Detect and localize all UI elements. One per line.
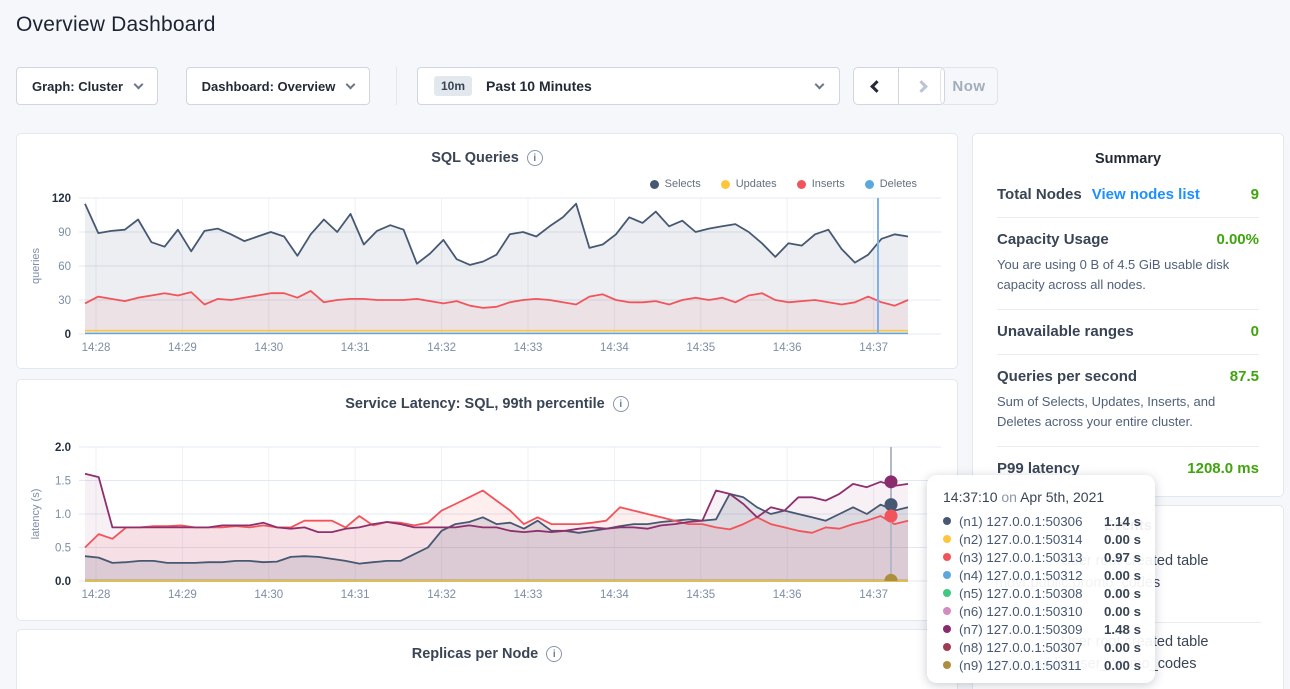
tooltip-node-row: (n2) 127.0.0.1:503140.00 s — [943, 530, 1141, 548]
svg-text:14:31: 14:31 — [341, 589, 370, 601]
svg-text:14:28: 14:28 — [82, 589, 111, 601]
tooltip-node-row: (n7) 127.0.0.1:503091.48 s — [943, 620, 1141, 638]
chevron-down-icon — [134, 79, 144, 89]
info-circle-icon[interactable]: i — [546, 646, 562, 662]
series-dot-icon — [943, 661, 951, 669]
svg-text:14:37: 14:37 — [859, 342, 888, 354]
chevron-left-icon — [870, 80, 883, 93]
svg-text:120: 120 — [52, 193, 71, 205]
svg-text:14:36: 14:36 — [773, 342, 802, 354]
tooltip-node-row: (n9) 127.0.0.1:503110.00 s — [943, 656, 1141, 674]
chevron-right-icon — [915, 80, 928, 93]
svg-text:14:28: 14:28 — [82, 342, 111, 354]
time-range-dropdown[interactable]: 10m Past 10 Minutes — [417, 67, 840, 105]
svg-text:14:32: 14:32 — [427, 342, 456, 354]
prev-time-button[interactable] — [854, 68, 899, 104]
summary-title: Summary — [973, 134, 1283, 173]
svg-text:14:31: 14:31 — [341, 342, 370, 354]
series-dot-icon — [943, 607, 951, 615]
tooltip-node-row: (n5) 127.0.0.1:503080.00 s — [943, 584, 1141, 602]
tooltip-node-row: (n8) 127.0.0.1:503070.00 s — [943, 638, 1141, 656]
series-dot-icon — [943, 535, 951, 543]
dashboard-dropdown-label: Dashboard: Overview — [202, 79, 336, 94]
graph-dropdown-label: Graph: Cluster — [32, 79, 123, 94]
unavailable-ranges-value: 0 — [1251, 323, 1259, 340]
tooltip-node-row: (n3) 127.0.0.1:503130.97 s — [943, 548, 1141, 566]
svg-text:2.0: 2.0 — [55, 442, 71, 454]
capacity-usage-value: 0.00% — [1216, 231, 1259, 248]
p99-latency-value: 1208.0 ms — [1187, 460, 1259, 477]
time-range-label: Past 10 Minutes — [486, 78, 592, 94]
svg-text:14:34: 14:34 — [600, 342, 629, 354]
qps-desc: Sum of Selects, Updates, Inserts, and De… — [997, 392, 1259, 432]
sql-queries-chart[interactable]: 14:28 14:29 14:30 14:31 14:32 14:33 14:34 14:35… — [17, 134, 959, 370]
series-dot-icon — [943, 625, 951, 633]
svg-text:14:30: 14:30 — [254, 589, 283, 601]
series-dot-icon — [943, 643, 951, 651]
svg-text:14:30: 14:30 — [254, 342, 283, 354]
now-button[interactable]: Now — [940, 67, 998, 105]
svg-text:14:35: 14:35 — [686, 342, 715, 354]
svg-text:30: 30 — [58, 295, 71, 307]
qps-value: 87.5 — [1230, 368, 1259, 385]
capacity-usage-label: Capacity Usage — [997, 231, 1109, 248]
replicas-per-node-card: Replicas per Nodei — [16, 629, 958, 689]
svg-text:0.5: 0.5 — [55, 543, 71, 555]
svg-text:14:33: 14:33 — [514, 589, 543, 601]
svg-text:14:34: 14:34 — [600, 589, 629, 601]
next-time-button[interactable] — [899, 68, 944, 104]
svg-text:60: 60 — [58, 261, 71, 273]
svg-text:14:32: 14:32 — [427, 589, 456, 601]
total-nodes-label: Total Nodes — [997, 186, 1082, 203]
svg-text:latency (s): latency (s) — [30, 489, 42, 540]
chevron-down-icon — [346, 79, 356, 89]
svg-text:14:29: 14:29 — [168, 342, 197, 354]
page-title: Overview Dashboard — [16, 13, 216, 37]
toolbar-divider — [396, 67, 397, 105]
series-dot-icon — [943, 517, 951, 525]
dashboard-dropdown[interactable]: Dashboard: Overview — [186, 67, 370, 105]
svg-text:1.0: 1.0 — [55, 509, 71, 521]
svg-text:0.0: 0.0 — [55, 576, 71, 588]
graph-dropdown[interactable]: Graph: Cluster — [16, 67, 158, 105]
svg-text:14:29: 14:29 — [168, 589, 197, 601]
tooltip-timestamp: 14:37:10 on Apr 5th, 2021 — [943, 489, 1141, 505]
tooltip-node-row: (n4) 127.0.0.1:503120.00 s — [943, 566, 1141, 584]
chevron-down-icon — [815, 79, 825, 89]
summary-panel: Summary Total Nodes View nodes list 9 Ca… — [972, 133, 1284, 497]
svg-text:1.5: 1.5 — [55, 476, 71, 488]
svg-text:14:35: 14:35 — [686, 589, 715, 601]
svg-text:14:37: 14:37 — [859, 589, 888, 601]
tooltip-node-row: (n1) 127.0.0.1:503061.14 s — [943, 512, 1141, 530]
svg-text:14:33: 14:33 — [514, 342, 543, 354]
svg-text:90: 90 — [58, 227, 71, 239]
tooltip-node-row: (n6) 127.0.0.1:503100.00 s — [943, 602, 1141, 620]
time-range-badge: 10m — [434, 76, 472, 96]
chart-hover-tooltip: 14:37:10 on Apr 5th, 2021 (n1) 127.0.0.1… — [927, 475, 1155, 683]
sql-queries-card: SQL Queriesi SelectsUpdatesInsertsDelete… — [16, 133, 958, 369]
svg-text:0: 0 — [65, 329, 71, 341]
svg-text:queries: queries — [30, 247, 42, 284]
time-nav-group — [853, 67, 945, 105]
unavailable-ranges-label: Unavailable ranges — [997, 323, 1134, 340]
service-latency-chart[interactable]: 14:28 14:29 14:30 14:31 14:32 14:33 14:34 14:35… — [17, 380, 959, 622]
svg-text:14:36: 14:36 — [773, 589, 802, 601]
service-latency-card: Service Latency: SQL, 99th percentilei 1… — [16, 379, 958, 621]
view-nodes-list-link[interactable]: View nodes list — [1092, 186, 1200, 203]
series-dot-icon — [943, 589, 951, 597]
replicas-per-node-title: Replicas per Nodei — [17, 646, 957, 662]
qps-label: Queries per second — [997, 368, 1137, 385]
series-dot-icon — [943, 571, 951, 579]
total-nodes-value: 9 — [1251, 186, 1259, 203]
capacity-usage-desc: You are using 0 B of 4.5 GiB usable disk… — [997, 255, 1259, 295]
series-dot-icon — [943, 553, 951, 561]
